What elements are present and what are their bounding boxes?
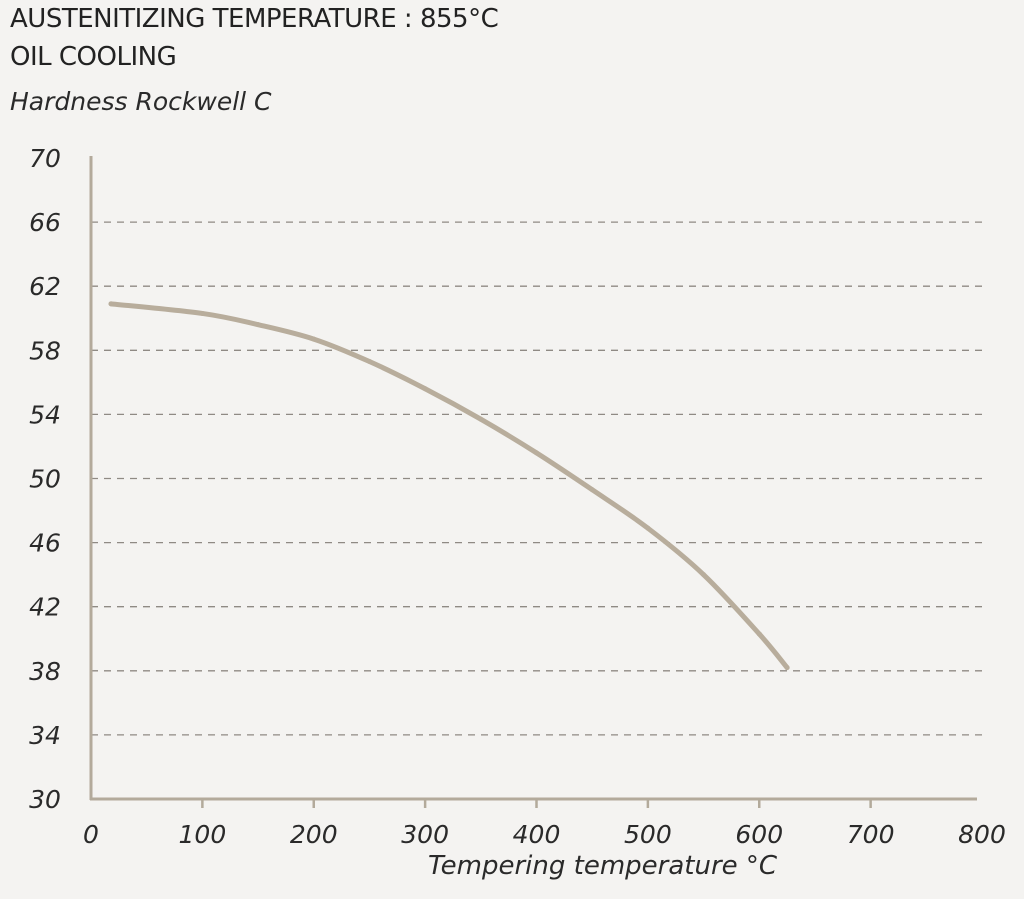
chart-title: AUSTENITIZING TEMPERATURE : 855°C [10, 4, 499, 34]
data-point-0-10 [701, 572, 707, 578]
x-tick-label-300: 300 [401, 820, 449, 849]
data-point-0-1 [199, 310, 205, 316]
y-tick-label-34: 34 [29, 721, 61, 750]
y-tick-label-62: 62 [29, 272, 61, 301]
data-point-0-9 [645, 525, 651, 531]
y-tick-label-70: 70 [29, 144, 61, 173]
data-point-0-4 [366, 359, 372, 365]
x-tick-label-600: 600 [735, 820, 783, 849]
data-point-0-11 [756, 631, 762, 637]
x-tick-label-800: 800 [958, 820, 1006, 849]
chart-subtitle: OIL COOLING [10, 42, 177, 72]
y-tick-label-38: 38 [29, 657, 61, 686]
x-tick-label-0: 0 [83, 820, 99, 849]
data-point-0-12 [784, 665, 790, 671]
data-point-0-6 [478, 416, 484, 422]
x-tick-label-100: 100 [179, 820, 227, 849]
data-point-0-0 [108, 301, 114, 307]
x-tick-label-700: 700 [847, 820, 895, 849]
data-point-0-8 [589, 487, 595, 493]
y-tick-label-66: 66 [29, 208, 61, 237]
data-point-0-7 [534, 450, 539, 456]
y-tick-label-54: 54 [29, 400, 61, 429]
y-tick-label-50: 50 [29, 465, 61, 494]
y-axis-title: Hardness Rockwell C [10, 87, 272, 116]
series-line-0 [108, 301, 790, 671]
y-tick-label-30: 30 [29, 785, 61, 814]
x-tick-label-200: 200 [290, 820, 338, 849]
data-point-0-3 [311, 336, 317, 342]
x-axis-title: Tempering temperature °C [428, 851, 778, 881]
y-tick-label-58: 58 [29, 336, 61, 365]
y-tick-label-46: 46 [29, 529, 61, 558]
y-tick-label-42: 42 [29, 593, 61, 622]
x-tick-label-500: 500 [624, 820, 672, 849]
x-tick-label-400: 400 [513, 820, 561, 849]
data-point-0-2 [255, 322, 261, 328]
data-point-0-5 [422, 386, 428, 392]
